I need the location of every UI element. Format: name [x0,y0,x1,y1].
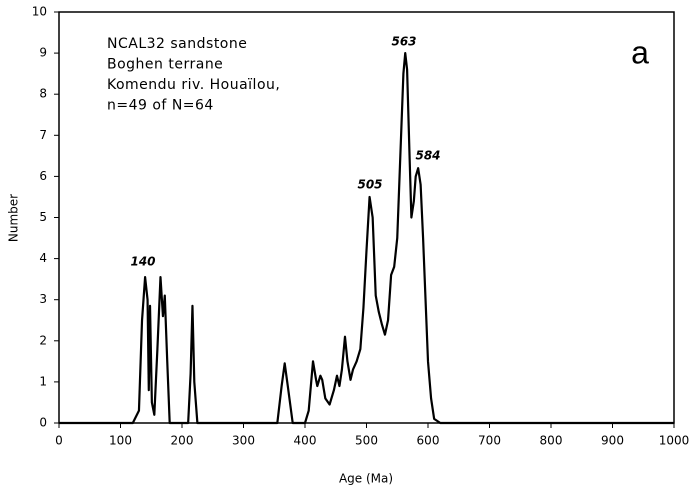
density-line [59,52,674,425]
x-tick-label: 200 [171,434,194,448]
y-tick-label: 9 [39,46,47,60]
x-tick-label: 600 [417,434,440,448]
peak-label: 584 [415,149,440,163]
x-tick-label: 700 [478,434,501,448]
panel-label: a [631,34,649,70]
peak-label: 563 [391,35,416,49]
y-tick-label: 2 [39,333,47,347]
peak-label: 505 [357,178,382,192]
y-tick-label: 4 [39,251,47,265]
y-tick-label: 8 [39,87,47,101]
y-tick-label: 5 [39,210,47,224]
sample-note: Komendu riv. Houaïlou, [107,77,280,93]
sample-note: Boghen terrane [107,57,223,73]
y-tick-label: 1 [39,374,47,388]
x-axis-label: Age (Ma) [339,472,393,486]
y-axis-label: Number [7,194,21,242]
y-tick-label: 7 [39,128,47,142]
x-tick-label: 1000 [659,434,690,448]
y-tick-label: 6 [39,169,47,183]
y-tick-label: 10 [32,5,47,19]
sample-note: n=49 of N=64 [107,98,214,114]
x-tick-label: 100 [109,434,132,448]
x-tick-label: 300 [232,434,255,448]
x-tick-label: 400 [294,434,317,448]
peak-label: 140 [130,255,155,269]
x-tick-label: 0 [55,434,63,448]
x-tick-label: 800 [540,434,563,448]
y-tick-label: 0 [39,416,47,430]
sample-note: NCAL32 sandstone [107,36,247,52]
x-tick-label: 500 [355,434,378,448]
x-tick-label: 900 [601,434,624,448]
y-tick-label: 3 [39,292,47,306]
